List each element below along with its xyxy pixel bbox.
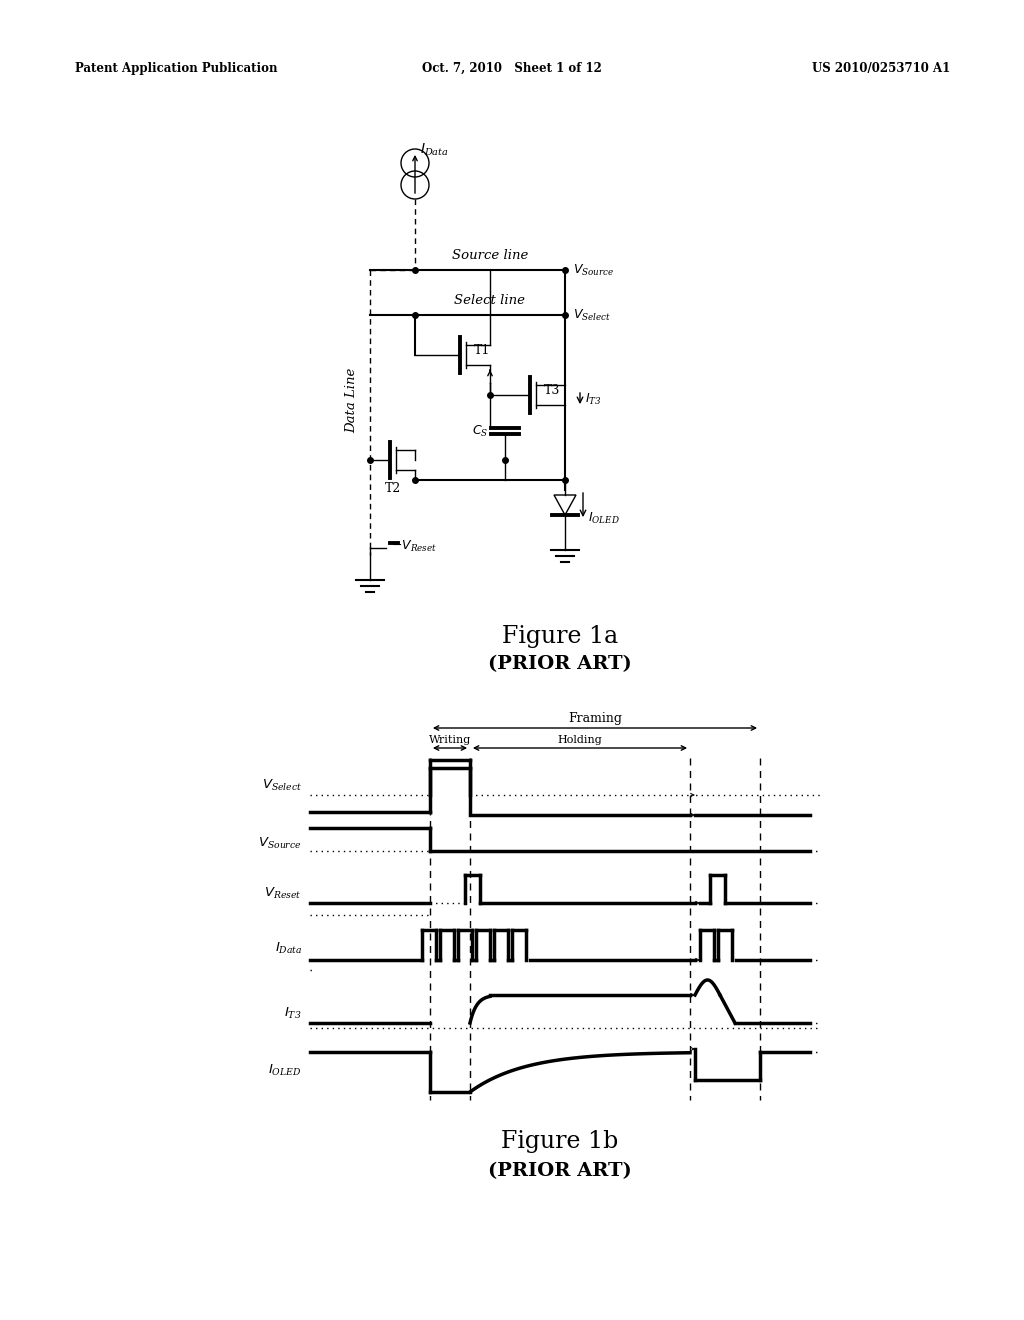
Text: $V_{\mathregular{Source}}$: $V_{\mathregular{Source}}$	[258, 836, 302, 850]
Text: Writing: Writing	[429, 735, 471, 744]
Text: $-V_{\mathregular{Reset}}$: $-V_{\mathregular{Reset}}$	[391, 539, 437, 553]
Text: T2: T2	[385, 482, 401, 495]
Text: $I_{\mathregular{T3}}$: $I_{\mathregular{T3}}$	[585, 392, 602, 407]
Text: $I_{\mathregular{Data}}$: $I_{\mathregular{Data}}$	[420, 141, 449, 158]
Text: $V_{\mathregular{Reset}}$: $V_{\mathregular{Reset}}$	[264, 886, 302, 900]
Text: Holding: Holding	[558, 735, 602, 744]
Text: Framing: Framing	[568, 711, 622, 725]
Text: $I_{\mathregular{T3}}$: $I_{\mathregular{T3}}$	[285, 1006, 302, 1020]
Text: Figure 1b: Figure 1b	[502, 1130, 618, 1152]
Text: $I_{\mathregular{OLED}}$: $I_{\mathregular{OLED}}$	[588, 511, 620, 525]
Text: T1: T1	[474, 343, 490, 356]
Text: (PRIOR ART): (PRIOR ART)	[488, 1162, 632, 1180]
Text: $I_{\mathregular{OLED}}$: $I_{\mathregular{OLED}}$	[268, 1063, 302, 1077]
Text: Select line: Select line	[455, 294, 525, 308]
Text: $C_{\mathregular{S}}$: $C_{\mathregular{S}}$	[472, 424, 488, 438]
Text: T3: T3	[544, 384, 560, 396]
Text: Oct. 7, 2010   Sheet 1 of 12: Oct. 7, 2010 Sheet 1 of 12	[422, 62, 602, 75]
Text: Source line: Source line	[452, 249, 528, 261]
Text: Patent Application Publication: Patent Application Publication	[75, 62, 278, 75]
Text: $V_{\mathregular{Source}}$: $V_{\mathregular{Source}}$	[573, 263, 614, 277]
Text: Figure 1a: Figure 1a	[502, 624, 618, 648]
Text: $V_{\mathregular{Select}}$: $V_{\mathregular{Select}}$	[573, 308, 611, 322]
Text: Data Line: Data Line	[345, 367, 358, 433]
Text: $V_{\mathregular{Select}}$: $V_{\mathregular{Select}}$	[262, 777, 302, 792]
Text: (PRIOR ART): (PRIOR ART)	[488, 655, 632, 673]
Text: US 2010/0253710 A1: US 2010/0253710 A1	[812, 62, 950, 75]
Text: $I_{\mathregular{Data}}$: $I_{\mathregular{Data}}$	[274, 940, 302, 956]
